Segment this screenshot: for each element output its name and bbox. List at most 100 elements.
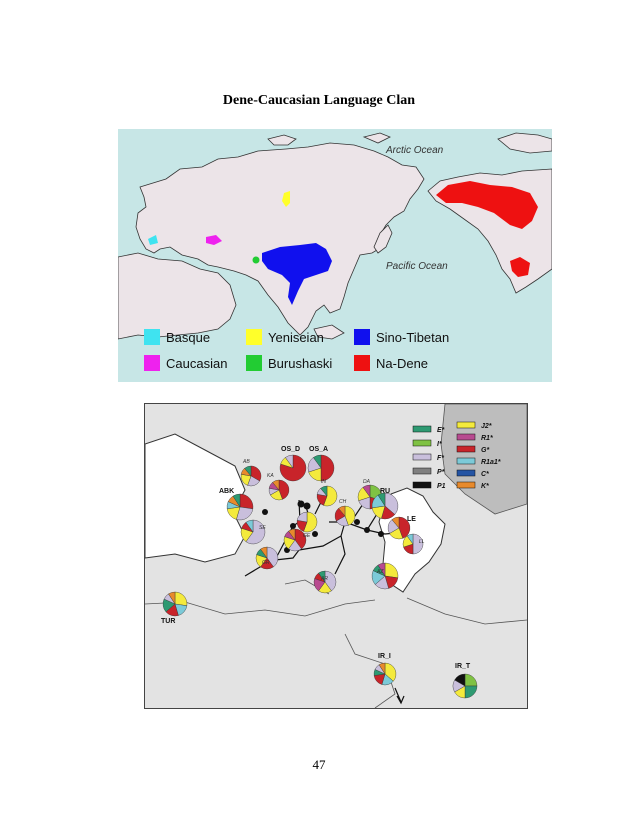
legend2-label-p: P* xyxy=(437,469,445,476)
legend2-item-r1: R1* xyxy=(456,433,493,442)
population-sublabels: AB KA IN CH DA SE GE GR AZ AR LL xyxy=(242,459,425,582)
legend2-label-p1: P1 xyxy=(437,483,446,490)
label-abk: ABK xyxy=(219,488,234,495)
label-le: LE xyxy=(407,516,416,523)
legend2-swatch-r1a1 xyxy=(456,457,476,465)
label-os-d: OS_D xyxy=(281,446,300,453)
pie-slice-in xyxy=(323,485,338,507)
legend-item-yeniseian: Yeniseian xyxy=(246,329,324,345)
legend2-item-c: C* xyxy=(456,469,489,478)
legend2-label-c: C* xyxy=(481,471,489,478)
black-sea xyxy=(145,433,246,563)
legend-item-caucasian: Caucasian xyxy=(144,355,227,371)
pie-slice-ir-t xyxy=(454,673,466,687)
legend2-item-g: G* xyxy=(456,445,489,454)
label-ch: CH xyxy=(339,499,347,505)
network-nodes xyxy=(262,500,384,553)
pie-ll xyxy=(402,533,424,555)
legend2-swatch-g xyxy=(456,445,476,453)
legend-label-caucasian: Caucasian xyxy=(166,356,227,371)
legend-swatch-sino-tibetan xyxy=(354,329,370,345)
legend-item-sino-tibetan: Sino-Tibetan xyxy=(354,329,449,345)
legend-swatch-caucasian xyxy=(144,355,160,371)
pie-abk xyxy=(226,493,254,521)
legend2-label-k: K* xyxy=(481,483,489,490)
pie-tur xyxy=(162,591,188,617)
legend2-label-r1: R1* xyxy=(481,435,493,442)
legend2-label-i: I* xyxy=(437,441,442,448)
pie-ch xyxy=(334,505,356,527)
legend2-label-f: F* xyxy=(437,455,444,462)
pie-az xyxy=(371,562,399,590)
legend-swatch-yeniseian xyxy=(246,329,262,345)
legend-item-na-dene: Na-Dene xyxy=(354,355,428,371)
pie-ir-t xyxy=(452,673,478,699)
label-gr: GR xyxy=(262,560,270,566)
pie-slice-abk xyxy=(239,493,254,510)
legend-item-basque: Basque xyxy=(144,329,210,345)
legend2-swatch-f xyxy=(412,453,432,461)
pie-slice-le xyxy=(391,516,400,529)
page-title: Dene-Caucasian Language Clan xyxy=(222,93,416,108)
label-tur: TUR xyxy=(161,618,175,625)
pie-slice-se xyxy=(245,519,266,545)
legend2-swatch-p xyxy=(412,467,432,475)
legend2-label-r1a1: R1a1* xyxy=(481,459,501,466)
pie-slice-abk xyxy=(232,493,241,508)
legend-label-na-dene: Na-Dene xyxy=(376,356,428,371)
label-da: DA xyxy=(363,479,371,485)
pie-le xyxy=(387,516,411,540)
pie-slice-tur xyxy=(168,591,176,605)
pie-slice-gr xyxy=(266,546,279,568)
pie-slice-se xyxy=(245,519,254,533)
pie-slice-ru xyxy=(377,492,386,507)
pie-slice-ll xyxy=(412,533,424,555)
legend2-swatch-e xyxy=(412,425,432,433)
pie-ab xyxy=(240,465,262,487)
label-ru: RU xyxy=(380,488,390,495)
legend2-item-r1a1: R1a1* xyxy=(456,457,501,466)
pie-slice-os-mid xyxy=(296,511,308,523)
pie-slice-os-a xyxy=(320,454,335,482)
legend-label-yeniseian: Yeniseian xyxy=(268,330,324,345)
legend2-label-e: E* xyxy=(437,427,445,434)
pie-slice-ir-t xyxy=(464,673,478,687)
pie-slice-ll xyxy=(406,533,414,545)
legend-swatch-na-dene xyxy=(354,355,370,371)
pie-slice-ru xyxy=(384,492,399,515)
land-border xyxy=(145,579,527,708)
legend2-item-k: K* xyxy=(456,481,489,490)
pie-slice-os-d xyxy=(285,454,294,469)
map1-legend: Basque Yeniseian Sino-Tibetan Caucasian … xyxy=(144,329,449,371)
caucasian-area xyxy=(206,235,222,245)
haplogroup-map-graphic: ABK OS_D OS_A RU LE TUR IR_I IR_T AB KA … xyxy=(145,404,527,708)
legend2-item-e: E* xyxy=(412,425,445,434)
pie-slice-le xyxy=(398,516,411,539)
pie-ar xyxy=(313,570,337,594)
label-ir-i: IR_I xyxy=(378,653,391,660)
label-az: AZ xyxy=(376,569,384,575)
arctic-ocean-label: Arctic Ocean xyxy=(385,145,444,156)
legend-label-basque: Basque xyxy=(166,330,210,345)
pie-gr xyxy=(255,546,279,570)
legend2-swatch-i xyxy=(412,439,432,447)
pie-slice-ar xyxy=(318,570,326,583)
pie-slice-gr xyxy=(260,546,268,559)
legend-swatch-burushaski xyxy=(246,355,262,371)
pie-slice-os-mid xyxy=(303,511,318,533)
page-number: 47 xyxy=(312,757,326,772)
pie-ka xyxy=(268,479,290,501)
basque-area xyxy=(148,235,158,245)
pie-slice-ge xyxy=(294,528,307,550)
pie-slice-os-a xyxy=(313,454,322,469)
pie-slice-ka xyxy=(278,479,290,500)
legend2-swatch-r1 xyxy=(456,433,476,441)
burushaski-area xyxy=(252,256,260,264)
label-se: SE xyxy=(259,525,266,531)
legend2-item-f: F* xyxy=(412,453,444,462)
japan-landmass xyxy=(373,224,393,254)
legend2-label-j2: J2* xyxy=(481,423,492,430)
pie-slice-ar xyxy=(324,570,337,592)
label-os-a: OS_A xyxy=(309,446,328,453)
label-ka: KA xyxy=(267,473,274,479)
